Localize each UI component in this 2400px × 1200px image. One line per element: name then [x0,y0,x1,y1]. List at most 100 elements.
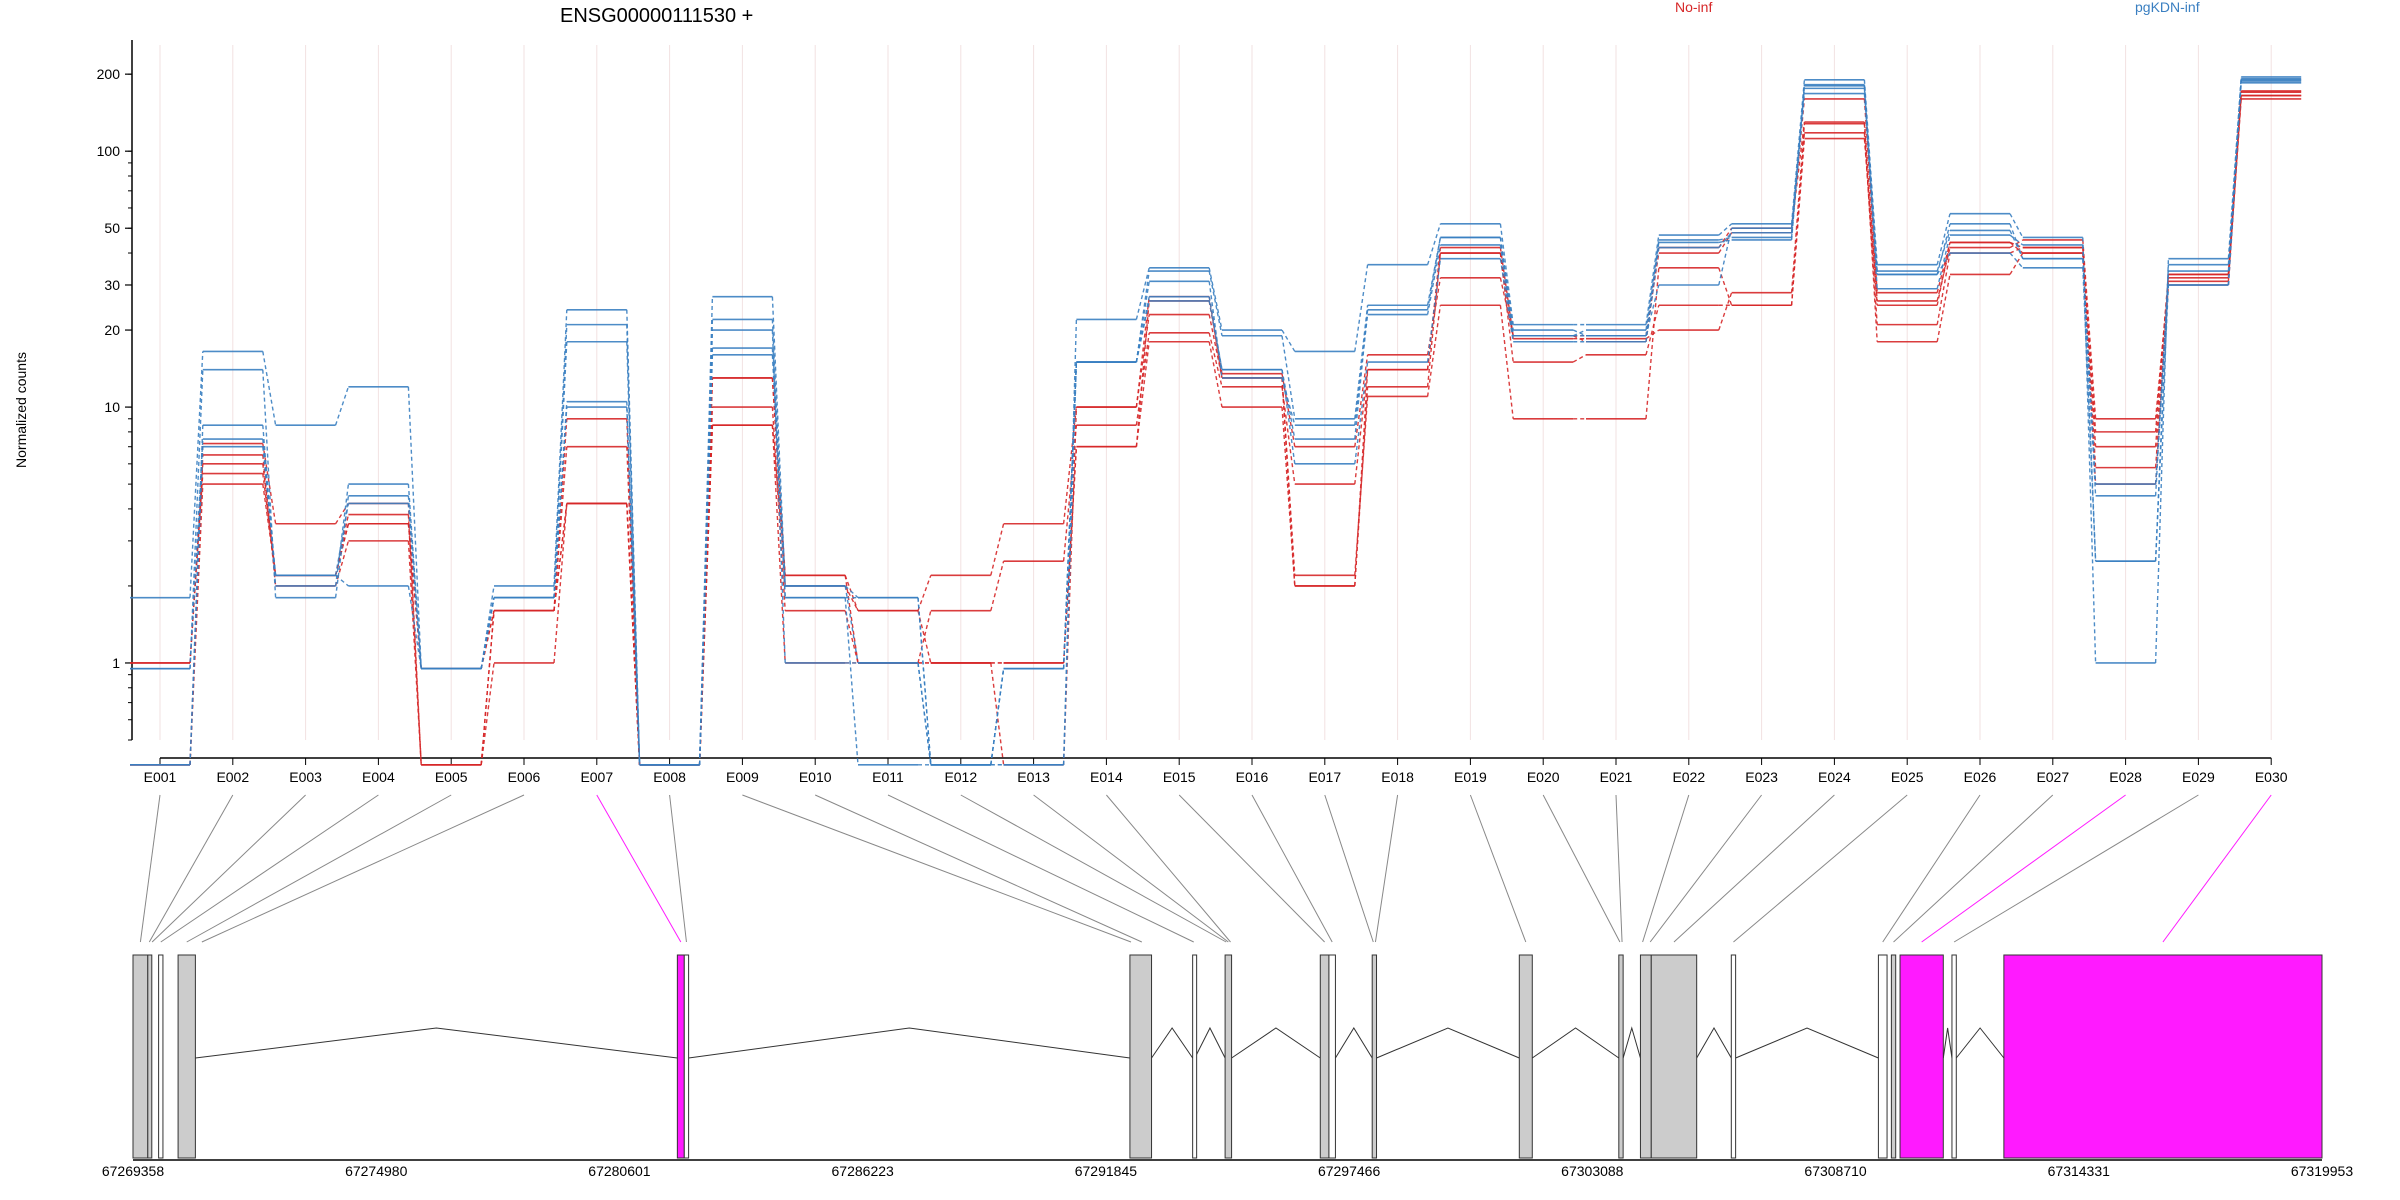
series-pgkdn-inf-6 [130,76,2302,766]
connector-e023 [1649,794,1762,943]
connector-e005 [186,794,452,943]
y-tick-label: 10 [104,399,120,415]
connector-e017 [1324,794,1374,943]
connector-e027 [1893,794,2054,943]
connector-e016 [1251,794,1333,943]
chart-title: ENSG00000111530 + [560,5,753,27]
connector-e008 [669,794,687,943]
exon-block [2003,954,2323,1159]
intron-line [1942,1027,1953,1059]
y-axis-label: Normalized counts [13,352,29,468]
x-tick-label-e019: E019 [1454,769,1487,785]
intron-line [1955,1027,2005,1059]
connector-e022 [1642,794,1690,943]
connector-e006 [201,794,525,943]
connector-e013 [1033,794,1229,943]
x-tick-label-e024: E024 [1818,769,1851,785]
series-pgkdn-inf-7 [130,79,2302,766]
series-plateau-line [130,90,2302,766]
series-transition-line [189,95,2242,765]
exon-block [676,954,685,1159]
series-plateau-line [130,79,2302,766]
x-tick-label-e025: E025 [1891,769,1924,785]
intron-line [1376,1027,1520,1059]
exon-block [1518,954,1533,1159]
intron-line [1531,1027,1620,1059]
series-transition-line [189,78,2242,766]
x-tick-label-e023: E023 [1745,769,1778,785]
exon-block [1890,954,1897,1159]
x-tick-label-e006: E006 [508,769,541,785]
connector-e001 [139,794,161,943]
exon-connectors [139,794,2272,943]
exon-block [1877,954,1888,1159]
connector-e015 [1178,794,1325,943]
legend-label-no-inf: No-inf [1675,0,1712,15]
coordinate-tick-label: 67308710 [1804,1163,1867,1179]
intron-line [1231,1027,1321,1059]
x-tick-label-e022: E022 [1672,769,1705,785]
x-tick-label-e029: E029 [2182,769,2215,785]
coordinate-tick-label: 67291845 [1075,1163,1138,1179]
exon-block [1319,954,1330,1159]
coordinate-tick-label: 67286223 [832,1163,895,1179]
series-plateau-line [130,77,2302,766]
connector-e009 [742,794,1132,943]
connector-e003 [151,794,306,943]
intron-line [1696,1026,1732,1059]
x-tick-label-e012: E012 [944,769,977,785]
series-plateau-line [130,94,2302,766]
exon-block [1899,954,1944,1159]
coordinate-tick-label: 67280601 [588,1163,651,1179]
intron-line [1151,1027,1194,1059]
coordinate-tick-label: 67314331 [2048,1163,2111,1179]
exon-block [1618,954,1624,1159]
series-plateau-line [130,91,2302,766]
x-tick-label-e010: E010 [799,769,832,785]
connector-e002 [148,794,234,943]
connector-e030 [2162,794,2272,943]
exon-block [1192,954,1198,1159]
exon-block [1650,954,1698,1159]
x-tick-label-e009: E009 [726,769,759,785]
series-no-inf-3 [130,94,2302,766]
x-tick-label-e011: E011 [872,769,904,785]
series-lines [130,76,2302,766]
intron-line [1194,1026,1226,1059]
exon-block [1129,954,1153,1159]
exon-block [1328,954,1336,1159]
intron-line [1334,1027,1373,1059]
x-tick-label-e016: E016 [1236,769,1269,785]
x-tick-label-e030: E030 [2255,769,2288,785]
connector-e019 [1469,794,1527,943]
y-tick-label: 200 [97,66,121,82]
x-tick-label-e015: E015 [1163,769,1196,785]
x-tick-label-e002: E002 [216,769,249,785]
exon-block [683,954,690,1159]
exon-block [1951,954,1957,1159]
legend-label-pgkdn-inf: pgKDN-inf [2135,0,2200,15]
x-tick-label-e007: E007 [580,769,613,785]
axes: 1 10 20 30 50 100 200 E001 E002 E003 E004 E005 E006 E… [97,40,2288,785]
x-tick-label-e017: E017 [1308,769,1341,785]
connector-e007 [596,794,682,943]
series-no-inf-2 [130,90,2302,766]
x-tick-label-e005: E005 [435,769,468,785]
connector-e028 [1921,794,2126,943]
coordinate-tick-label: 67274980 [345,1163,408,1179]
x-tick-label-e020: E020 [1527,769,1560,785]
coordinate-tick-label: 67319953 [2291,1163,2354,1179]
x-tick-label-e018: E018 [1381,769,1414,785]
series-transition-line [189,95,2242,765]
connector-e024 [1673,794,1835,943]
connector-e014 [1106,794,1231,943]
coordinate-tick-label: 67269358 [102,1163,165,1179]
series-transition-line [189,98,2242,765]
y-tick-label: 20 [104,322,120,338]
connector-e018 [1374,794,1399,943]
coordinate-tick-label: 67303088 [1561,1163,1624,1179]
connector-e020 [1542,794,1621,943]
gene-model: 67269358 67274980 67280601 67286223 67291845… [102,954,2354,1179]
x-tick-label-e003: E003 [289,769,322,785]
